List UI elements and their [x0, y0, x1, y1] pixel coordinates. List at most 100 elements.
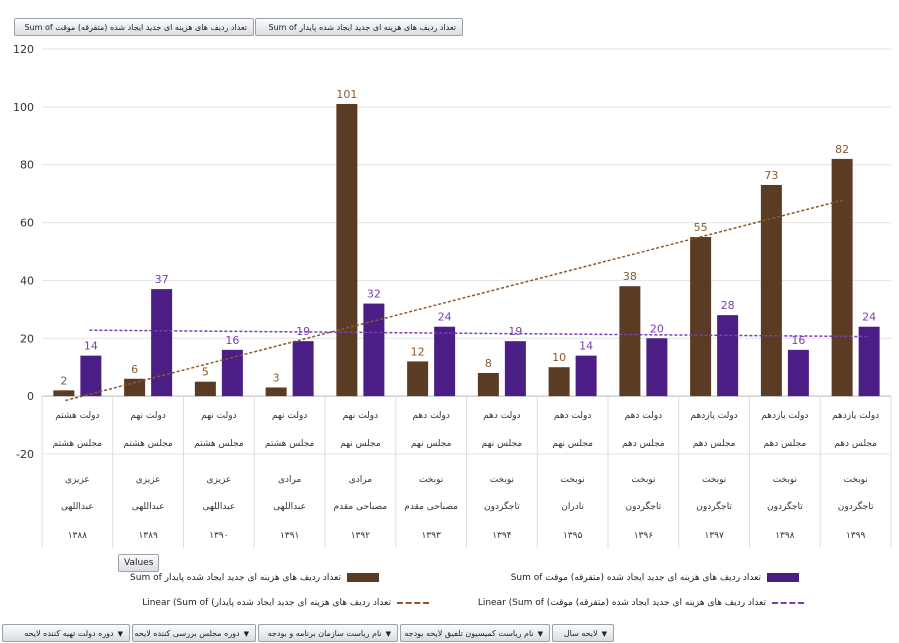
data-label: 24 [862, 311, 876, 324]
category-label-pbo1: نوبخت [631, 475, 655, 485]
bottom-field-bill-year[interactable]: ▼لایحه سال [552, 624, 614, 642]
category-label-comm: مصباحی مقدم [404, 502, 458, 512]
data-label: 12 [411, 345, 425, 358]
data-label: 28 [721, 299, 735, 312]
legend-dash-permanent [397, 601, 429, 604]
category-label-gov: دولت هشتم [55, 411, 99, 421]
category-label-year: ۱۳۸۹ [138, 531, 158, 541]
data-label: 20 [650, 322, 664, 335]
category-label-gov: دولت یازدهم [761, 411, 808, 421]
values-button[interactable]: Values [118, 554, 160, 572]
dropdown-arrow-icon: ▼ [243, 630, 249, 638]
category-label-majlis: مجلس نهم [552, 439, 593, 449]
data-label: 73 [764, 169, 778, 182]
bar [787, 349, 809, 397]
bar [53, 390, 75, 397]
bar [858, 326, 880, 397]
legend-swatch-permanent [347, 573, 379, 582]
data-label: 24 [438, 311, 452, 324]
category-label-year: ۱۳۹۱ [280, 531, 299, 541]
trendline [89, 329, 868, 338]
legend-item-permanent: تعداد ردیف های هزینه ای جدید ایجاد شده پ… [130, 573, 379, 583]
category-label-year: ۱۳۹۴ [492, 531, 512, 541]
dropdown-arrow-icon: ▼ [117, 630, 123, 638]
bar [407, 361, 429, 397]
legend-dash-temporary [772, 601, 804, 604]
category-label-pbo1: عزیزی [65, 475, 90, 485]
category-label-year: ۱۳۹۷ [704, 531, 724, 541]
category-label-majlis: مجلس دهم [834, 439, 877, 449]
bar [831, 158, 853, 397]
category-label-majlis: مجلس دهم [693, 439, 736, 449]
bottom-field-majlis-period[interactable]: ▼دوره مجلس بررسی کننده لایحه [132, 624, 256, 642]
bar [124, 378, 146, 397]
data-label: 10 [552, 351, 566, 364]
category-label-year: ۱۳۹۶ [634, 531, 654, 541]
category-label-pbo1: نوبخت [773, 475, 797, 485]
category-label-pbo1: نوبخت [560, 475, 584, 485]
bottom-field-label: دوره دولت تهیه کننده لایحه [24, 629, 114, 638]
category-label-majlis: مجلس هشتم [53, 439, 103, 449]
bar [194, 381, 216, 397]
dropdown-arrow-icon: ▼ [601, 630, 607, 638]
category-label-pbo1: مرادی [349, 475, 373, 485]
category-label-comm: عبداللهی [273, 502, 306, 512]
y-tick-label: 80 [20, 159, 34, 172]
y-tick-label: 0 [27, 390, 34, 403]
category-label-majlis: مجلس نهم [482, 439, 523, 449]
category-label-majlis: مجلس هشتم [265, 439, 315, 449]
category-label-year: ۱۳۹۸ [775, 531, 795, 541]
trendline [65, 199, 844, 402]
bottom-field-label: لایحه سال [563, 629, 598, 638]
bottom-field-commission-head[interactable]: ▼نام ریاست کمیسیون تلفیق لایحه بودجه [400, 624, 550, 642]
legend-label-trend-temporary: تعداد ردیف های هزینه ای جدید ایجاد شده (… [477, 598, 766, 608]
category-label-gov: دولت یازدهم [832, 411, 879, 421]
category-label-year: ۱۳۹۹ [846, 531, 866, 541]
bottom-field-pbo-head[interactable]: ▼نام ریاست سازمان برنامه و بودجه [258, 624, 398, 642]
bar-chart: -20 0 20 40 60 80 100 120 2 6 5 3 101 12 8 10 38 55 73 82 14… [13, 43, 892, 548]
data-label: 14 [84, 340, 98, 353]
data-label: 37 [155, 273, 169, 286]
category-label-comm: مصباحی مقدم [334, 502, 388, 512]
category-label-majlis: مجلس نهم [340, 439, 381, 449]
category-label-gov: دولت دهم [554, 411, 592, 421]
category-label-year: ۱۳۹۲ [351, 531, 371, 541]
legend-item-trend-temporary: تعداد ردیف های هزینه ای جدید ایجاد شده (… [478, 598, 804, 608]
legend-item-temporary: تعداد ردیف های هزینه ای جدید ایجاد شده (… [511, 573, 799, 583]
bar [80, 355, 102, 397]
bar [336, 103, 358, 397]
bar [504, 341, 526, 397]
bar [221, 349, 243, 397]
bar [690, 237, 712, 397]
data-label: 55 [694, 221, 708, 234]
category-label-comm: نادران [561, 502, 584, 512]
category-label-pbo1: مرادی [278, 475, 302, 485]
bottom-field-label: نام ریاست کمیسیون تلفیق لایحه بودجه [404, 629, 534, 638]
legend-label-permanent: تعداد ردیف های هزینه ای جدید ایجاد شده پ… [130, 573, 341, 583]
category-label-pbo1: نوبخت [490, 475, 514, 485]
bottom-field-label: نام ریاست سازمان برنامه و بودجه [267, 629, 382, 638]
category-label-gov: دولت نهم [130, 411, 165, 421]
category-label-majlis: مجلس نهم [411, 439, 452, 449]
category-label-comm: عبداللهی [132, 502, 165, 512]
category-label-comm: تاجگردون [767, 500, 803, 512]
y-tick-label: 100 [13, 101, 34, 114]
y-tick-label: 60 [20, 217, 34, 230]
dropdown-arrow-icon: ▼ [537, 630, 543, 638]
top-field-button-temporary[interactable]: تعداد ردیف های هزینه ای جدید ایجاد شده (… [14, 18, 254, 36]
category-label-gov: دولت نهم [201, 411, 236, 421]
data-label: 14 [579, 340, 593, 353]
legend-item-trend-permanent: تعداد ردیف های هزینه ای جدید ایجاد شده پ… [142, 598, 429, 608]
bar [265, 387, 287, 397]
data-label: 82 [835, 143, 849, 156]
data-label: 32 [367, 288, 381, 301]
bottom-field-government-period[interactable]: ▼دوره دولت تهیه کننده لایحه [2, 624, 130, 642]
category-label-gov: دولت نهم [343, 411, 378, 421]
bar [548, 367, 570, 397]
category-label-majlis: مجلس دهم [622, 439, 665, 449]
top-field-button-permanent[interactable]: تعداد ردیف های هزینه ای جدید ایجاد شده پ… [255, 18, 463, 36]
category-label-majlis: مجلس هشتم [123, 439, 173, 449]
category-label-year: ۱۳۹۰ [209, 531, 228, 541]
legend-label-temporary: تعداد ردیف های هزینه ای جدید ایجاد شده (… [510, 573, 761, 583]
y-tick-label: -20 [16, 448, 34, 461]
